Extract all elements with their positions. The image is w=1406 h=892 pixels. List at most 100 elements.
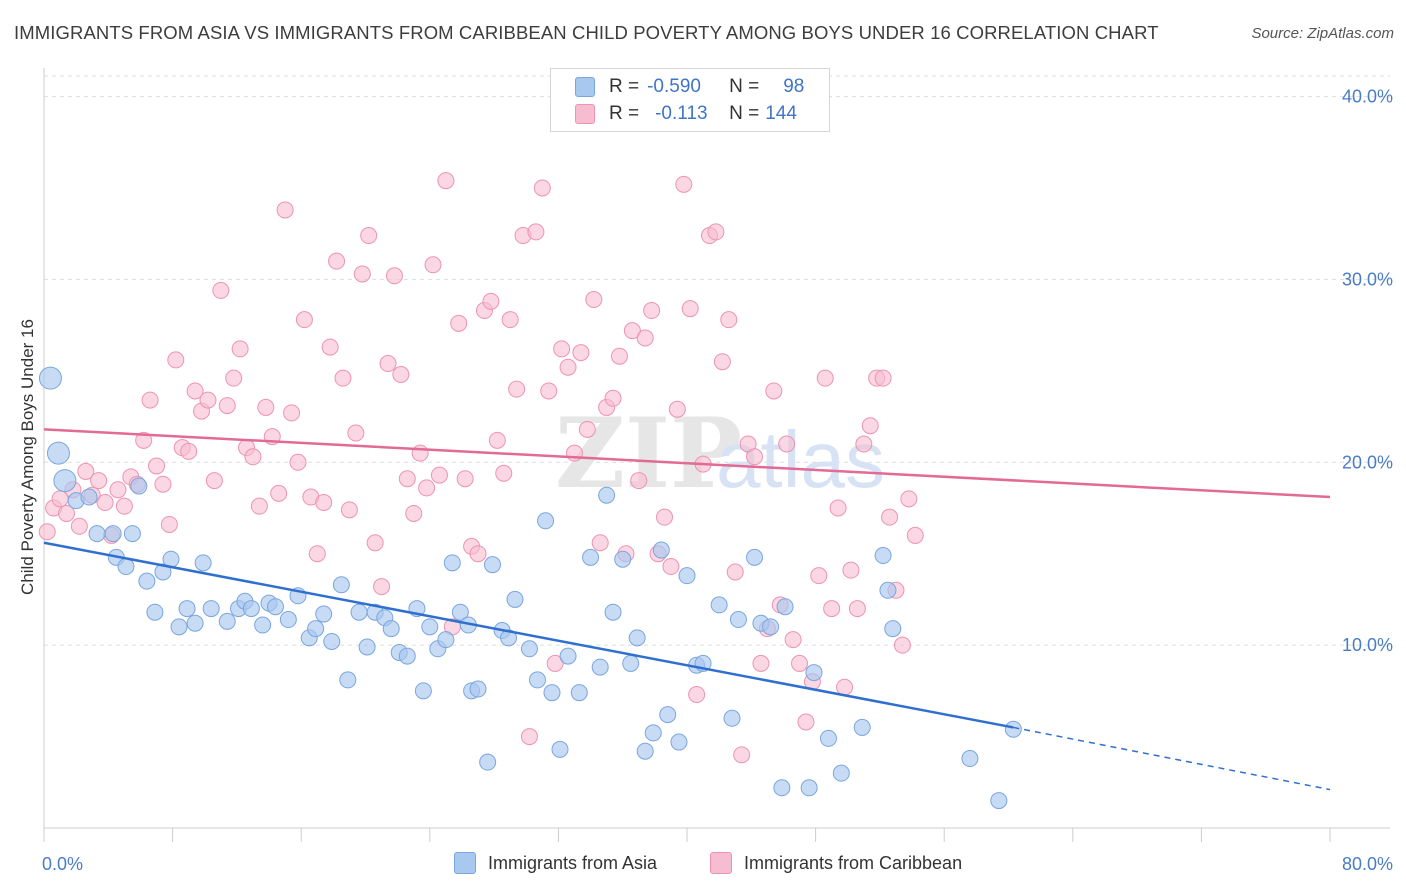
asia-point <box>1004 720 1022 738</box>
caribbean-point <box>508 380 526 398</box>
asia-point <box>80 488 98 506</box>
caribbean-point <box>328 252 346 270</box>
y-tick-label: 10.0% <box>1342 635 1393 655</box>
asia-point <box>398 647 416 665</box>
caribbean-point <box>791 654 809 672</box>
caribbean-point <box>205 472 223 490</box>
asia-point <box>874 547 892 565</box>
caribbean-point <box>797 713 815 731</box>
caribbean-point <box>668 400 686 418</box>
caribbean-point <box>816 369 834 387</box>
legend-n-value-caribbean: 144 <box>765 103 797 124</box>
trendlines <box>43 428 1331 791</box>
caribbean-point <box>836 678 854 696</box>
asia-point <box>279 611 297 629</box>
caribbean-point <box>752 654 770 672</box>
asia-point <box>38 366 62 390</box>
asia-point <box>218 612 236 630</box>
caribbean-point <box>244 448 262 466</box>
asia-point <box>729 611 747 629</box>
chart-title: IMMIGRANTS FROM ASIA VS IMMIGRANTS FROM … <box>14 22 1159 43</box>
asia-point <box>254 616 272 634</box>
caribbean-point <box>501 311 519 329</box>
asia-point <box>421 618 439 636</box>
caribbean-point <box>746 448 764 466</box>
asia-point <box>551 740 569 758</box>
caribbean-point <box>675 175 693 193</box>
caribbean-point <box>418 479 436 497</box>
axes <box>43 68 1390 842</box>
caribbean-point <box>643 302 661 320</box>
asia-point <box>104 525 122 543</box>
caribbean-point <box>148 457 166 475</box>
asia-point <box>710 596 728 614</box>
asia-trendline-extension <box>1013 726 1331 791</box>
y-tick-label: 30.0% <box>1342 269 1393 289</box>
asia-point <box>117 558 135 576</box>
caribbean-point <box>726 563 744 581</box>
caribbean-point <box>115 497 133 515</box>
asia-point <box>670 733 688 751</box>
watermark: ZIP atlas <box>555 397 885 510</box>
asia-point <box>266 598 284 616</box>
asia-point <box>879 581 897 599</box>
caribbean-point <box>225 369 243 387</box>
asia-point <box>598 486 616 504</box>
watermark-atlas: atlas <box>716 415 885 504</box>
caribbean-point <box>398 470 416 488</box>
caribbean-point <box>276 201 294 219</box>
asia-point <box>884 620 902 638</box>
caribbean-point <box>289 453 307 471</box>
caribbean-point <box>218 397 236 415</box>
asia-point <box>154 563 172 581</box>
caribbean-point <box>283 404 301 422</box>
caribbean-point <box>733 746 751 764</box>
asia-point <box>123 525 141 543</box>
caribbean-point <box>553 340 571 358</box>
caribbean-point <box>135 431 153 449</box>
asia-point <box>130 477 148 495</box>
caribbean-point <box>405 504 423 522</box>
caribbean-point <box>90 472 108 490</box>
caribbean-point <box>450 314 468 332</box>
asia-point <box>520 640 538 658</box>
caribbean-point <box>96 494 114 512</box>
caribbean-point <box>861 417 879 435</box>
caribbean-point <box>180 442 198 460</box>
asia-point <box>800 779 818 797</box>
asia-point <box>358 638 376 656</box>
caribbean-point <box>893 636 911 654</box>
caribbean-point <box>623 322 641 340</box>
caribbean-point <box>681 300 699 318</box>
asia-point <box>746 548 764 566</box>
y-tick-label: 40.0% <box>1342 87 1393 107</box>
legend-n-label: N = <box>729 76 760 97</box>
asia-point <box>323 632 341 650</box>
caribbean-point <box>655 508 673 526</box>
caribbean-points <box>38 172 924 764</box>
caribbean-trendline <box>43 428 1331 499</box>
caribbean-point <box>874 369 892 387</box>
asia-point <box>622 654 640 672</box>
caribbean-point <box>430 466 448 484</box>
caribbean-point <box>154 475 172 493</box>
legend-r-value-caribbean: -0.113 <box>655 103 708 124</box>
caribbean-point <box>591 534 609 552</box>
caribbean-point <box>360 227 378 245</box>
bottom-legend-swatch-caribbean <box>710 852 732 874</box>
bottom-legend-label-asia: Immigrants from Asia <box>488 852 658 873</box>
caribbean-point <box>257 398 275 416</box>
caribbean-point <box>77 462 95 480</box>
caribbean-point <box>321 338 339 356</box>
caribbean-point <box>906 526 924 544</box>
asia-point <box>339 671 357 689</box>
legend: R = -0.590 N = 98 R = -0.113 N = 144 <box>550 68 830 132</box>
asia-point <box>644 724 662 742</box>
asia-point <box>479 753 497 771</box>
asia-point <box>382 620 400 638</box>
asia-point <box>242 600 260 618</box>
caribbean-point <box>572 344 590 362</box>
asia-point <box>591 658 609 676</box>
asia-point <box>559 647 577 665</box>
